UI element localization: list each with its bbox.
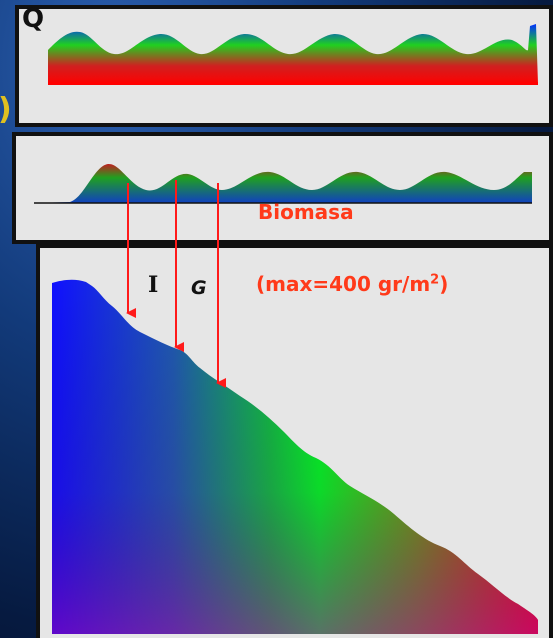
max-biomass-label: (max=400 gr/m2) [256, 272, 448, 296]
biomass-label: Biomasa [258, 200, 354, 224]
clipped-paren-text: ) [0, 92, 12, 127]
marker-g-label: G [191, 277, 207, 299]
discharge-wave [48, 24, 538, 84]
max-label-sup: 2 [430, 272, 440, 288]
discharge-label: Q [22, 4, 45, 34]
discharge-baseline [48, 82, 538, 85]
biomass-profile [52, 279, 538, 634]
marker-i-label: I [148, 272, 159, 298]
max-label-prefix: (max=400 gr/m [256, 272, 431, 296]
biomass-wave [34, 163, 532, 203]
max-label-suffix: ) [439, 272, 449, 296]
